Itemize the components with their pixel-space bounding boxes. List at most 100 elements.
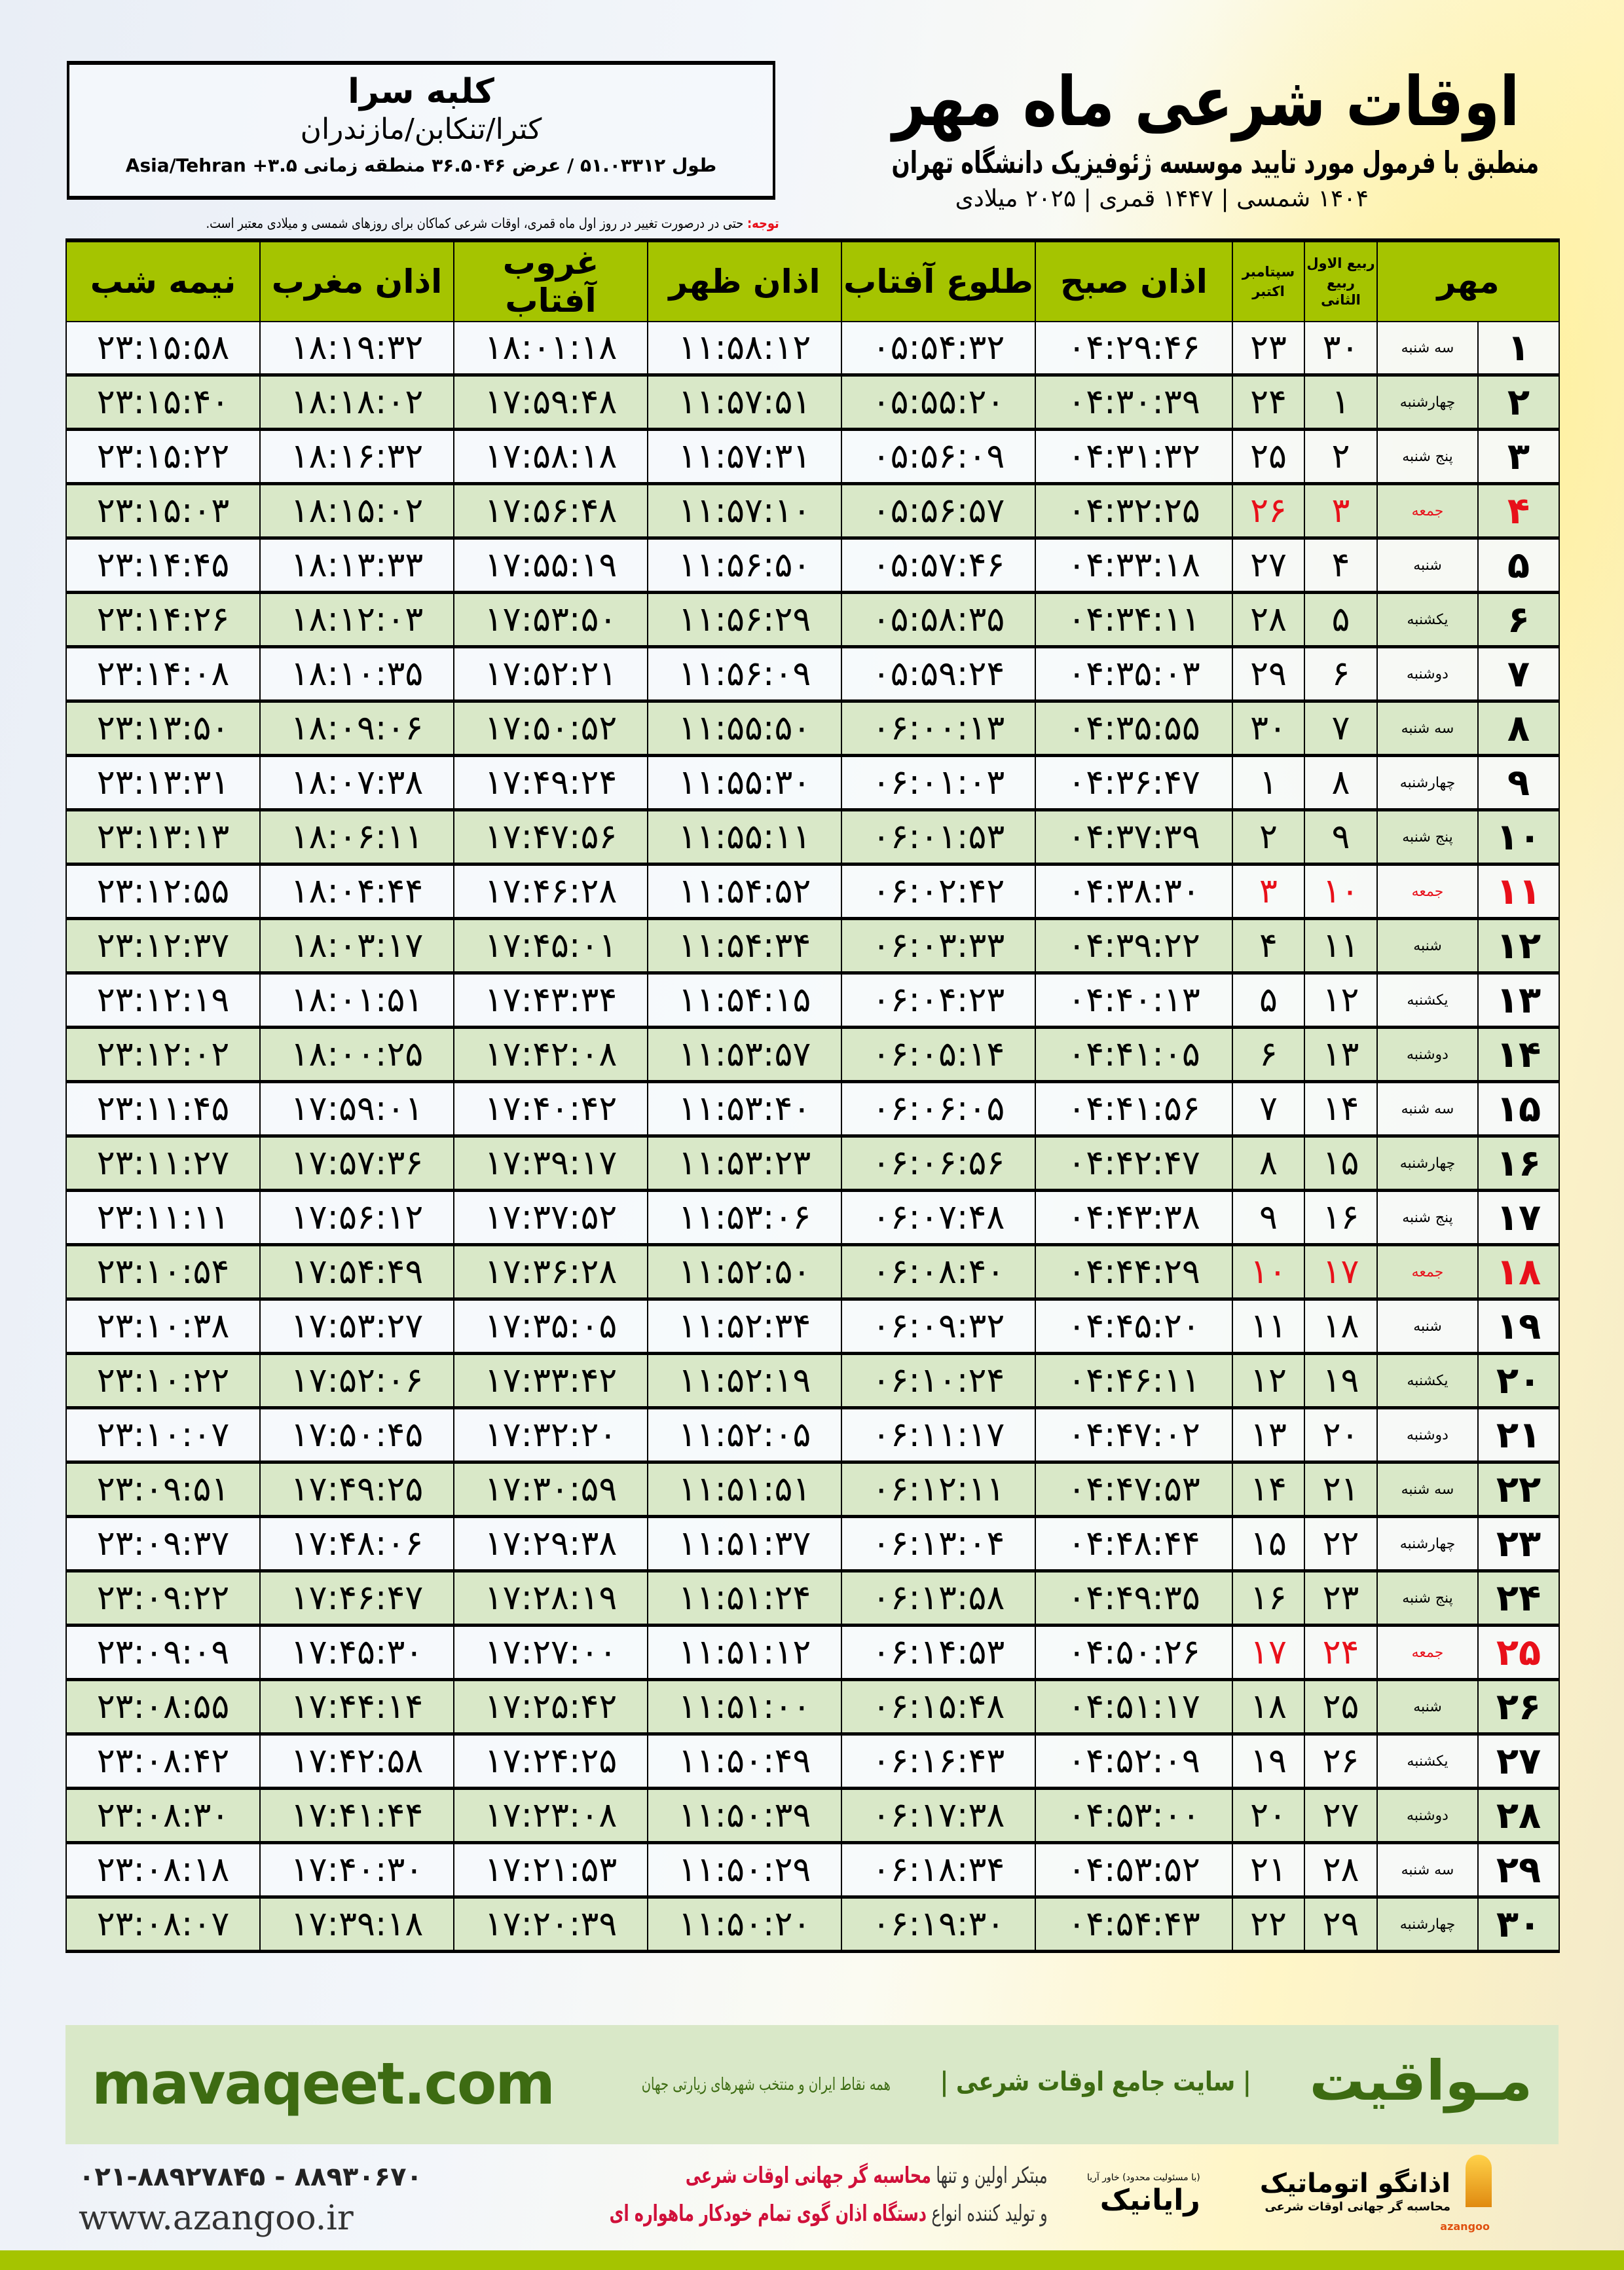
cell-hijri: ۱۷ xyxy=(1304,1244,1378,1301)
cell-maghreb: ۱۸:۰۹:۰۶ xyxy=(259,701,454,757)
cell-gregorian: ۲۴ xyxy=(1232,375,1305,431)
cell-subh: ۰۴:۳۷:۳۹ xyxy=(1035,809,1233,866)
cell-nime: ۲۳:۱۱:۴۵ xyxy=(65,1081,261,1138)
cell-subh: ۰۴:۴۷:۰۲ xyxy=(1035,1407,1233,1464)
page-title: اوقات شرعی ماه مهر xyxy=(892,62,1519,141)
cell-weekday: چهارشنبه xyxy=(1376,1516,1479,1572)
cell-hijri: ۲۱ xyxy=(1304,1462,1378,1518)
cell-weekday: چهارشنبه xyxy=(1376,1897,1479,1953)
cell-ghorub: ۱۷:۵۹:۴۸ xyxy=(453,375,648,431)
cell-day: ۱ xyxy=(1477,322,1560,377)
footer-line-1-b: محاسبه گر جهانی اوقات شرعی xyxy=(686,2163,932,2189)
cell-gregorian: ۲۷ xyxy=(1232,538,1305,594)
cell-zohr: ۱۱:۵۰:۴۹ xyxy=(647,1734,842,1790)
table-row: ۷ دوشنبه ۶ ۲۹ ۰۴:۳۵:۰۳ ۰۵:۵۹:۲۴ ۱۱:۵۶:۰۹ ۱۷:۵۲:… xyxy=(65,646,1560,703)
cell-gregorian: ۷ xyxy=(1232,1081,1305,1138)
header-hijri-bottom: ربیع الثانی xyxy=(1321,275,1361,308)
mavaqeet-banner: مـواقیت | سایت جامع اوقات شرعی | همه نقا… xyxy=(65,2025,1559,2144)
cell-gregorian: ۱۵ xyxy=(1232,1516,1305,1572)
cell-maghreb: ۱۸:۰۱:۵۱ xyxy=(259,973,454,1029)
cell-day: ۳۰ xyxy=(1477,1897,1560,1953)
cell-ghorub: ۱۷:۴۲:۰۸ xyxy=(453,1027,648,1083)
table-row: ۱۰ پنج شنبه ۹ ۲ ۰۴:۳۷:۳۹ ۰۶:۰۱:۵۳ ۱۱:۵۵:۱۱ ۱۷:۴… xyxy=(65,809,1560,866)
cell-nime: ۲۳:۱۵:۴۰ xyxy=(65,375,261,431)
cell-maghreb: ۱۸:۱۸:۰۲ xyxy=(259,375,454,431)
cell-zohr: ۱۱:۵۴:۳۴ xyxy=(647,918,842,975)
coordinates: طول ۵۱.۰۳۳۱۲ / عرض ۳۶.۵۰۴۶ منطقه زمانی ۳… xyxy=(125,155,717,176)
cell-gregorian: ۱۱ xyxy=(1232,1299,1305,1355)
cell-maghreb: ۱۷:۴۴:۱۴ xyxy=(259,1679,454,1736)
cell-subh: ۰۴:۵۱:۱۷ xyxy=(1035,1679,1233,1736)
dome-icon xyxy=(1466,2155,1492,2207)
cell-tolu: ۰۶:۱۶:۴۳ xyxy=(841,1734,1036,1790)
cell-hijri: ۱ xyxy=(1304,375,1378,431)
cell-subh: ۰۴:۴۰:۱۳ xyxy=(1035,973,1233,1029)
cell-nime: ۲۳:۱۲:۱۹ xyxy=(65,973,261,1029)
cell-tolu: ۰۵:۵۵:۲۰ xyxy=(841,375,1036,431)
cell-gregorian: ۱۶ xyxy=(1232,1571,1305,1627)
cell-subh: ۰۴:۳۸:۳۰ xyxy=(1035,864,1233,920)
cell-tolu: ۰۶:۰۶:۵۶ xyxy=(841,1136,1036,1192)
cell-hijri: ۶ xyxy=(1304,646,1378,703)
cell-subh: ۰۴:۴۹:۳۵ xyxy=(1035,1571,1233,1627)
cell-day: ۲۹ xyxy=(1477,1842,1560,1899)
cell-tolu: ۰۶:۰۵:۱۴ xyxy=(841,1027,1036,1083)
cell-nime: ۲۳:۰۹:۰۹ xyxy=(65,1625,261,1681)
cell-ghorub: ۱۷:۵۸:۱۸ xyxy=(453,429,648,485)
cell-weekday: جمعه xyxy=(1376,864,1479,920)
cell-tolu: ۰۶:۰۳:۳۳ xyxy=(841,918,1036,975)
cell-tolu: ۰۵:۵۷:۴۶ xyxy=(841,538,1036,594)
cell-nime: ۲۳:۰۹:۲۲ xyxy=(65,1571,261,1627)
cell-nime: ۲۳:۱۵:۲۲ xyxy=(65,429,261,485)
azangoo-name: اذانگو اتوماتیک xyxy=(1259,2168,1450,2199)
cell-tolu: ۰۶:۰۶:۰۵ xyxy=(841,1081,1036,1138)
cell-zohr: ۱۱:۵۲:۱۹ xyxy=(647,1353,842,1409)
cell-subh: ۰۴:۳۲:۲۵ xyxy=(1035,483,1233,540)
table-row: ۸ سه شنبه ۷ ۳۰ ۰۴:۳۵:۵۵ ۰۶:۰۰:۱۳ ۱۱:۵۵:۵۰ ۱۷:۵۰… xyxy=(65,701,1560,757)
cell-hijri: ۲۹ xyxy=(1304,1897,1378,1953)
cell-maghreb: ۱۷:۴۸:۰۶ xyxy=(259,1516,454,1572)
azangoo-site-link[interactable]: www.azangoo.ir xyxy=(79,2199,354,2238)
cell-nime: ۲۳:۱۲:۳۷ xyxy=(65,918,261,975)
cell-hijri: ۱۲ xyxy=(1304,973,1378,1029)
cell-gregorian: ۲۸ xyxy=(1232,592,1305,648)
cell-tolu: ۰۵:۵۸:۳۵ xyxy=(841,592,1036,648)
cell-subh: ۰۴:۵۰:۲۶ xyxy=(1035,1625,1233,1681)
cell-weekday: شنبه xyxy=(1376,1679,1479,1736)
cell-hijri: ۱۸ xyxy=(1304,1299,1378,1355)
region-name: کترا/تنکابن/مازندران xyxy=(300,113,542,146)
cell-tolu: ۰۶:۰۰:۱۳ xyxy=(841,701,1036,757)
cell-ghorub: ۱۷:۲۹:۳۸ xyxy=(453,1516,648,1572)
cell-maghreb: ۱۸:۰۶:۱۱ xyxy=(259,809,454,866)
header-gregorian: سپتامبر اکتبر xyxy=(1232,238,1305,322)
banner-tagline: | سایت جامع اوقات شرعی | xyxy=(940,2067,1251,2097)
cell-gregorian: ۱۸ xyxy=(1232,1679,1305,1736)
cell-weekday: پنج شنبه xyxy=(1376,1190,1479,1246)
cell-maghreb: ۱۷:۴۶:۴۷ xyxy=(259,1571,454,1627)
footer-line-2-b: دستگاه اذان گوی تمام خودکار ماهواره ای xyxy=(610,2201,927,2227)
cell-maghreb: ۱۷:۳۹:۱۸ xyxy=(259,1897,454,1953)
cell-nime: ۲۳:۰۸:۴۲ xyxy=(65,1734,261,1790)
table-row: ۱۶ چهارشنبه ۱۵ ۸ ۰۴:۴۲:۴۷ ۰۶:۰۶:۵۶ ۱۱:۵۳:۲۳ ۱۷:… xyxy=(65,1136,1560,1192)
cell-nime: ۲۳:۱۳:۱۳ xyxy=(65,809,261,866)
cell-zohr: ۱۱:۵۶:۲۹ xyxy=(647,592,842,648)
cell-zohr: ۱۱:۵۷:۳۱ xyxy=(647,429,842,485)
note-label: توجه: xyxy=(747,215,779,231)
cell-subh: ۰۴:۳۵:۰۳ xyxy=(1035,646,1233,703)
year-line: ۱۴۰۴ شمسی | ۱۴۴۷ قمری | ۲۰۲۵ میلادی xyxy=(955,185,1369,212)
cell-maghreb: ۱۸:۰۳:۱۷ xyxy=(259,918,454,975)
cell-ghorub: ۱۷:۴۳:۳۴ xyxy=(453,973,648,1029)
table-row: ۱۷ پنج شنبه ۱۶ ۹ ۰۴:۴۳:۳۸ ۰۶:۰۷:۴۸ ۱۱:۵۳:۰۶ ۱۷:… xyxy=(65,1190,1560,1246)
cell-maghreb: ۱۸:۰۰:۲۵ xyxy=(259,1027,454,1083)
cell-hijri: ۹ xyxy=(1304,809,1378,866)
cell-nime: ۲۳:۱۴:۲۶ xyxy=(65,592,261,648)
cell-weekday: سه شنبه xyxy=(1376,701,1479,757)
cell-subh: ۰۴:۳۱:۳۲ xyxy=(1035,429,1233,485)
mavaqeet-site-link[interactable]: mavaqeet.com xyxy=(92,2050,555,2117)
cell-tolu: ۰۶:۰۱:۵۳ xyxy=(841,809,1036,866)
cell-weekday: سه شنبه xyxy=(1376,1842,1479,1899)
cell-nime: ۲۳:۱۱:۱۱ xyxy=(65,1190,261,1246)
rayanik-logo: (با مسئولیت محدود) خاور آریا رایانیک xyxy=(1087,2172,1200,2218)
cell-weekday: چهارشنبه xyxy=(1376,375,1479,431)
header-hijri: ربیع الاول ربیع الثانی xyxy=(1304,238,1378,322)
